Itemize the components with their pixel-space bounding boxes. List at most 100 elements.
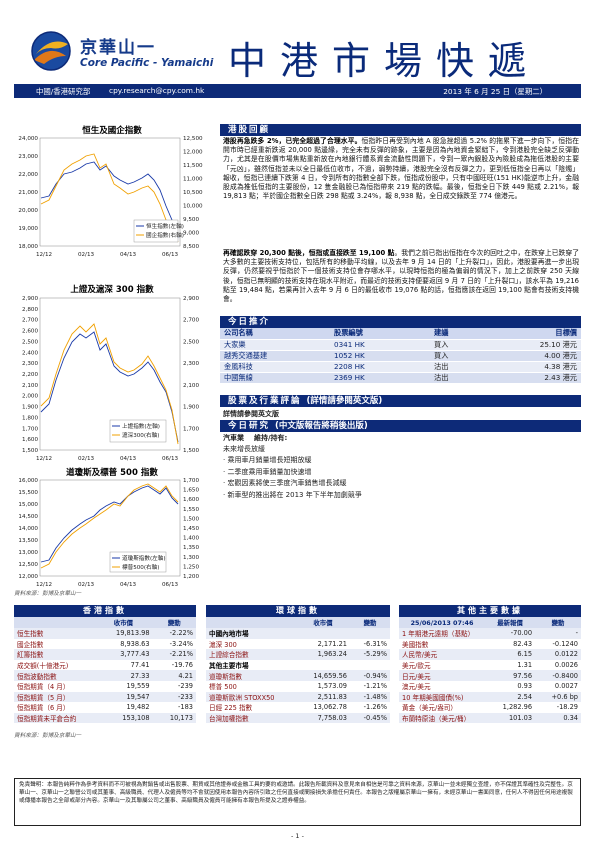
table-row: 上證綜合指數 1,963.24 -5.29%	[206, 649, 390, 660]
table-row: 恒指期貨未平倉合約 153,108 10,173	[14, 712, 196, 724]
chart-source: 資料來源：彭博及京華山一	[14, 591, 82, 597]
left-tick-label: 2,400	[22, 350, 38, 356]
left-tick-label: 14,000	[18, 526, 38, 532]
table-row: 道瓊斯指數 14,659.56 -0.94%	[206, 670, 390, 681]
bullet-item: ‧ 乘用車月銷量增長短期放緩	[223, 456, 312, 465]
legend-item-spx: 標普500(右軸)	[122, 563, 159, 571]
x-tick-label: 04/13	[120, 582, 137, 588]
chart-legend	[109, 551, 167, 573]
sse-series-line	[40, 331, 179, 443]
stock-code: 2369 HK	[330, 372, 430, 384]
recommend-table: 公司名稱 股票編號 建議 目標價 大家樂 0341 HK 買入 25.10 港元 越秀交…	[220, 328, 581, 384]
hsi-series-line	[40, 161, 179, 239]
row-label: 美元/歐元	[399, 659, 485, 671]
left-axis-ticks: 24,000 23,000 22,000 21,000 20,000 19,000 18,0…	[18, 136, 38, 250]
left-tick-label: 12,000	[18, 574, 38, 580]
row-value: 153,108	[94, 712, 153, 724]
report-date: 2013 年 6 月 25 日（星期二）	[443, 87, 547, 96]
logo-english-name: Core Pacific - Yamaichi	[80, 57, 214, 69]
right-tick-label: 1,600	[183, 497, 199, 503]
row-label: 成交額(十億港元)	[14, 659, 94, 671]
table-row: 紅籌指數 3,777.43 -2.21%	[14, 649, 196, 660]
chart-sse-csi300: 上證及滬深 300 指數 2,900 2,800 2,700 2,600 2,500 2,…	[14, 283, 210, 463]
right-tick-label: 12,000	[183, 150, 203, 156]
left-tick-label: 12,500	[18, 562, 38, 568]
right-tick-label: 1,900	[183, 405, 199, 411]
company-name: 中國無線	[220, 372, 330, 384]
right-axis-ticks: 12,500 12,000 11,500 11,000 10,500 10,000 9,50…	[183, 136, 203, 250]
left-tick-label: 2,100	[22, 383, 38, 389]
chart-title: 上證及滬深 300 指數	[70, 285, 154, 295]
left-tick-label: 2,700	[22, 318, 38, 324]
row-value: 8,938.63	[94, 638, 153, 650]
stock-code: 0341 HK	[330, 339, 430, 351]
recommend-row: 越秀交通基建 1052 HK 買入 4.00 港元	[220, 350, 581, 362]
row-change: -183	[152, 702, 196, 713]
legend-item-sse: 上證指數(左軸)	[122, 422, 160, 430]
stock-code: 1052 HK	[330, 350, 430, 362]
right-tick-label: 11,000	[183, 177, 203, 183]
row-value: 19,547	[94, 691, 153, 703]
econ-data-heading: 其他主要數據	[399, 605, 581, 617]
x-tick-label: 02/13	[78, 456, 95, 462]
right-tick-label: 2,100	[183, 383, 199, 389]
left-tick-label: 1,800	[22, 415, 38, 421]
rating: 沽出	[430, 361, 500, 373]
recommend-row: 中國無線 2369 HK 沽出 2.43 港元	[220, 372, 581, 384]
row-change	[349, 659, 390, 671]
contact-email[interactable]: cpy.research@cpy.com.hk	[109, 86, 205, 95]
research-bullets: 未來增長放緩 ‧ 乘用車月銷量增長短期放緩 ‧ 二季度乘用車銷量加快速增 ‧ 宏觀因…	[223, 444, 362, 501]
left-tick-label: 2,900	[22, 296, 38, 302]
right-tick-label: 10,500	[183, 190, 203, 196]
table-row: 人民幣/美元 6.15 0.0122	[399, 649, 581, 660]
row-change: 10,173	[152, 712, 196, 724]
bullet-item: ‧ 宏觀因素將使三季度汽車銷售增長減緩	[223, 479, 347, 488]
left-tick-label: 13,500	[18, 538, 38, 544]
csi300-series-line	[40, 323, 179, 445]
left-tick-label: 22,000	[18, 172, 38, 178]
chart-dji-svg: 16,000 15,500 15,000 14,500 14,000 13,500 13,0…	[18, 478, 199, 588]
row-change: -3.24%	[152, 638, 196, 650]
row-label: 10 年期美國國債(%)	[399, 691, 485, 703]
row-value: 7,758.03	[296, 712, 350, 724]
chart-sse-svg: 2,900 2,800 2,700 2,600 2,500 2,400 2,300 2,200…	[22, 296, 199, 462]
right-tick-label: 2,900	[183, 296, 199, 302]
left-tick-label: 2,200	[22, 372, 38, 378]
x-tick-label: 12/12	[36, 456, 52, 462]
row-label: 滬深 300	[206, 638, 296, 650]
row-value: 97.56	[485, 670, 536, 681]
row-label: 恒指期貨未平倉合約	[14, 712, 94, 724]
hk-review-paragraph: 港股再急跌多 2%，已完全超過了合理水平。恒指昨日再受到內地 A 股急挫超過 5…	[223, 137, 579, 261]
row-label: 人民幣/美元	[399, 649, 485, 660]
col-code: 股票編號	[330, 328, 430, 340]
row-value: 3,777.43	[94, 649, 153, 660]
table-row: 10 年期美國國債(%) 2.54 +0.6 bp	[399, 691, 581, 703]
table-row: 恒指期貨（5 月） 19,547 -233	[14, 691, 196, 703]
hk-review-lead: 港股再急跌多 2%，已完全超過了合理水平。	[223, 137, 362, 145]
target-price: 4.38 港元	[500, 361, 581, 373]
row-change: +0.6 bp	[535, 691, 581, 703]
table-row: 道瓊斯歐洲 STOXX50 2,511.83 -1.48%	[206, 691, 390, 703]
row-value: 19,559	[94, 680, 153, 692]
legend-item-dji: 道瓊斯指數(左軸)	[122, 554, 166, 562]
left-tick-label: 2,800	[22, 307, 38, 313]
table-row: 恒生指數 19,813.98 -2.22%	[14, 628, 196, 639]
x-tick-label: 06/13	[162, 252, 179, 258]
row-change: -0.94%	[349, 670, 390, 681]
chart-dji-spx: 道瓊斯及標普 500 指數 16,000 15,500 15,000 14,500 14…	[14, 466, 210, 591]
hk-outlook-paragraph: 再確認跌穿 20,300 點後，恒指或直接跌至 19,100 點。我們之前已指出…	[223, 249, 579, 315]
left-tick-label: 1,900	[22, 405, 38, 411]
right-tick-label: 1,200	[183, 574, 199, 580]
left-tick-label: 15,500	[18, 490, 38, 496]
row-label: 美國指數	[399, 638, 485, 650]
company-name: 越秀交通基建	[220, 350, 330, 362]
row-change: 0.0027	[535, 680, 581, 692]
logo-chinese-name: 京華山一	[80, 38, 156, 58]
row-label: 日元/美元	[399, 670, 485, 681]
bullet-item: ‧ 二季度乘用車銷量加快速增	[223, 467, 312, 476]
row-label: 恒指期貨（4 月）	[14, 680, 94, 692]
rating: 買入	[430, 339, 500, 351]
row-change: 4.21	[152, 670, 196, 681]
table-row: 滬深 300 2,171.21 -6.31%	[206, 638, 390, 650]
right-tick-label: 1,500	[183, 516, 199, 522]
